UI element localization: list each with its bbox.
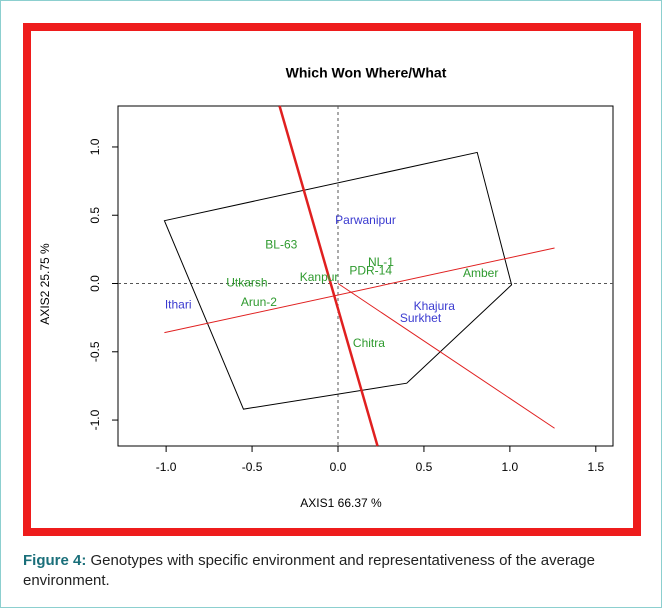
- frame: [23, 23, 641, 536]
- point-label: Khajura: [414, 299, 456, 313]
- caption-label: Figure 4:: [23, 552, 87, 569]
- y-axis-label: AXIS2 25.75 %: [38, 243, 52, 325]
- point-label: PDR-14: [349, 263, 392, 277]
- point-label: Ithari: [165, 298, 192, 312]
- point-label: Amber: [463, 266, 498, 280]
- y-tick-label: 0.5: [88, 207, 102, 224]
- x-tick-label: -1.0: [156, 460, 177, 474]
- vector-line: [278, 105, 379, 447]
- y-tick-label: 0.0: [88, 275, 102, 292]
- caption: Figure 4: Genotypes with specific enviro…: [23, 551, 648, 591]
- x-tick-label: 0.0: [330, 460, 347, 474]
- point-label: Chitra: [353, 336, 385, 350]
- y-tick-label: -0.5: [88, 341, 102, 362]
- point-label: Arun-2: [241, 295, 277, 309]
- x-tick-label: -0.5: [242, 460, 263, 474]
- caption-text: Genotypes with specific environment and …: [23, 552, 595, 589]
- vector-line: [337, 283, 555, 429]
- chart-title: Which Won Where/What: [286, 65, 447, 81]
- point-label: Kanpur: [300, 270, 339, 284]
- x-axis-label: AXIS1 66.37 %: [300, 496, 382, 510]
- point-label: Utkarsh: [226, 276, 267, 290]
- plot-box: [117, 105, 614, 447]
- point-label: Surkhet: [400, 311, 442, 325]
- x-tick-label: 1.0: [502, 460, 519, 474]
- point-label: BL-63: [265, 237, 297, 251]
- x-tick-label: 1.5: [587, 460, 604, 474]
- polygon: [163, 151, 513, 410]
- vector-line: [164, 247, 555, 334]
- point-label: Parwanipur: [335, 213, 396, 227]
- point-label: NL-1: [368, 255, 394, 269]
- x-tick-label: 0.5: [416, 460, 433, 474]
- y-tick-label: 1.0: [88, 138, 102, 155]
- chart: Which Won Where/What AXIS1 66.37 % AXIS2…: [38, 65, 614, 510]
- y-tick-label: -1.0: [88, 409, 102, 430]
